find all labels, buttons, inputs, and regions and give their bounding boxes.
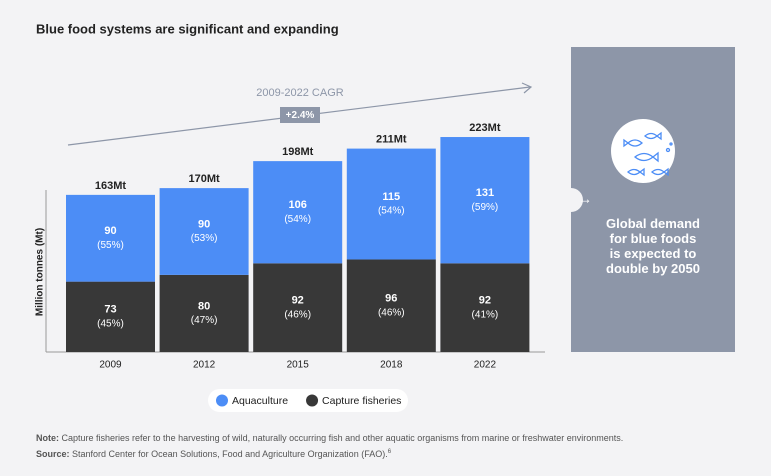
bar-segment (440, 137, 530, 264)
x-tick-label: 2015 (287, 360, 310, 371)
value-label: 73 (104, 304, 116, 316)
share-label: (45%) (97, 318, 124, 329)
bar-segment (66, 194, 155, 282)
panel-arrow: → (578, 191, 592, 207)
share-label: (46%) (284, 309, 311, 320)
value-label: 92 (479, 295, 491, 307)
total-label: 163Mt (95, 180, 127, 192)
legend-label: Aquaculture (232, 395, 288, 407)
x-tick-label: 2018 (380, 360, 403, 371)
legend-label: Capture fisheries (322, 395, 401, 407)
value-label: 80 (198, 300, 210, 312)
bar-segment (66, 281, 155, 352)
panel-text: Global demand for blue foods is expected t… (606, 216, 700, 276)
y-axis-label: Million tonnes (Mt) (35, 228, 46, 316)
bar-segment (159, 274, 249, 352)
share-label: (55%) (97, 240, 124, 251)
value-label: 131 (476, 187, 494, 199)
share-label: (47%) (191, 315, 218, 326)
total-label: 170Mt (189, 173, 221, 185)
bar-segment (346, 259, 436, 352)
value-label: 106 (289, 199, 307, 211)
x-tick-label: 2022 (474, 360, 497, 371)
share-label: (54%) (378, 206, 405, 217)
fish-icon (623, 131, 673, 177)
source: Source: Stanford Center for Ocean Soluti… (36, 449, 392, 460)
chart-title: Blue food systems are significant and ex… (36, 21, 339, 36)
total-label: 211Mt (376, 134, 407, 146)
share-label: (41%) (472, 309, 499, 320)
x-tick-label: 2012 (193, 360, 216, 371)
share-label: (59%) (472, 202, 499, 213)
value-label: 96 (385, 293, 397, 305)
total-label: 198Mt (282, 146, 314, 158)
x-tick-label: 2009 (99, 360, 122, 371)
legend-swatch (306, 394, 319, 407)
side-panel (571, 47, 735, 352)
bar-segment (253, 161, 343, 264)
value-label: 115 (382, 191, 400, 203)
bar-segment (253, 263, 343, 352)
legend-swatch (216, 394, 228, 407)
total-label: 223Mt (469, 122, 501, 134)
share-label: (54%) (284, 214, 311, 225)
cagr-box (280, 107, 320, 123)
value-label: 90 (198, 218, 210, 230)
cagr-label: 2009-2022 CAGR (256, 87, 343, 99)
bar-segment (159, 188, 249, 275)
bar-segment (346, 148, 436, 260)
value-label: 92 (292, 295, 304, 307)
note: Note: Capture fisheries refer to the har… (36, 433, 623, 443)
value-label: 90 (104, 225, 116, 237)
share-label: (46%) (378, 307, 405, 318)
cagr-value: +2.4% (286, 110, 315, 121)
bar-segment (440, 263, 530, 352)
share-label: (53%) (191, 233, 218, 244)
cagr-arrowhead (521, 82, 533, 94)
